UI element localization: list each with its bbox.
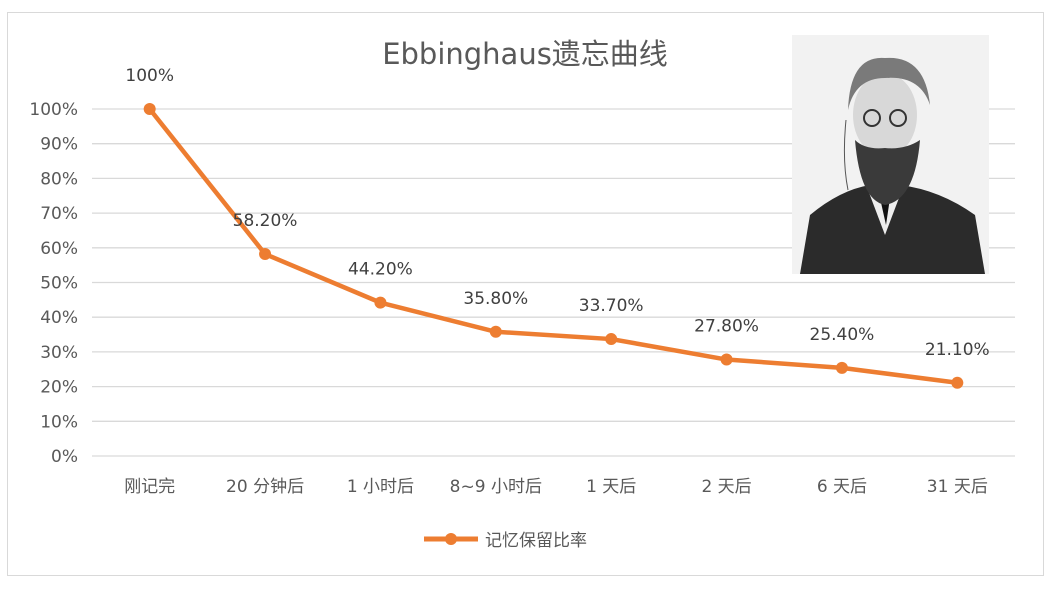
data-label: 44.20%	[348, 260, 413, 280]
data-point	[951, 376, 964, 389]
data-point	[605, 333, 618, 346]
data-label: 100%	[125, 66, 174, 86]
y-axis-ticks: 0% 10% 20% 30% 40% 50% 60% 70% 80% 90% 100%	[29, 100, 78, 467]
x-tick-label: 6 天后	[817, 477, 867, 497]
x-tick-label: 8~9 小时后	[450, 477, 542, 497]
y-tick-label: 50%	[40, 274, 78, 294]
portrait-photo	[792, 35, 989, 274]
legend-label: 记忆保留比率	[485, 531, 587, 551]
data-label: 21.10%	[925, 340, 990, 360]
x-tick-label: 31 天后	[927, 477, 988, 497]
legend-dot-marker	[445, 533, 457, 545]
legend: 记忆保留比率	[424, 531, 587, 551]
y-tick-label: 60%	[40, 239, 78, 259]
chart-title: Ebbinghaus遗忘曲线	[382, 37, 668, 71]
x-tick-label: 刚记完	[124, 477, 175, 497]
data-point	[374, 296, 387, 309]
y-tick-label: 0%	[51, 447, 78, 467]
x-tick-label: 1 小时后	[347, 477, 414, 497]
data-point	[835, 361, 848, 374]
data-label: 58.20%	[233, 211, 298, 231]
y-tick-label: 20%	[40, 378, 78, 398]
y-tick-label: 90%	[40, 135, 78, 155]
data-labels: 100% 58.20% 44.20% 35.80% 33.70% 27.80% 25.40%…	[125, 66, 989, 360]
data-label: 25.40%	[810, 325, 875, 345]
x-tick-label: 2 天后	[701, 477, 751, 497]
y-tick-label: 70%	[40, 204, 78, 224]
series-polyline	[147, 107, 958, 386]
y-tick-label: 30%	[40, 343, 78, 363]
data-point	[259, 248, 272, 261]
data-label: 33.70%	[579, 296, 644, 316]
y-tick-label: 40%	[40, 308, 78, 328]
chart-frame	[7, 12, 1044, 576]
x-tick-label: 1 天后	[586, 477, 636, 497]
data-label: 35.80%	[463, 289, 528, 309]
x-tick-label: 20 分钟后	[226, 477, 304, 497]
y-tick-label: 80%	[40, 169, 78, 189]
series-line	[143, 103, 964, 389]
data-point	[489, 325, 502, 338]
y-tick-label: 100%	[29, 100, 78, 120]
data-point	[720, 353, 733, 366]
data-point	[143, 103, 156, 115]
x-axis-ticks: 刚记完 20 分钟后 1 小时后 8~9 小时后 1 天后 2 天后 6 天后 31 天后	[124, 477, 988, 497]
data-label: 27.80%	[694, 317, 759, 337]
y-tick-label: 10%	[40, 412, 78, 432]
